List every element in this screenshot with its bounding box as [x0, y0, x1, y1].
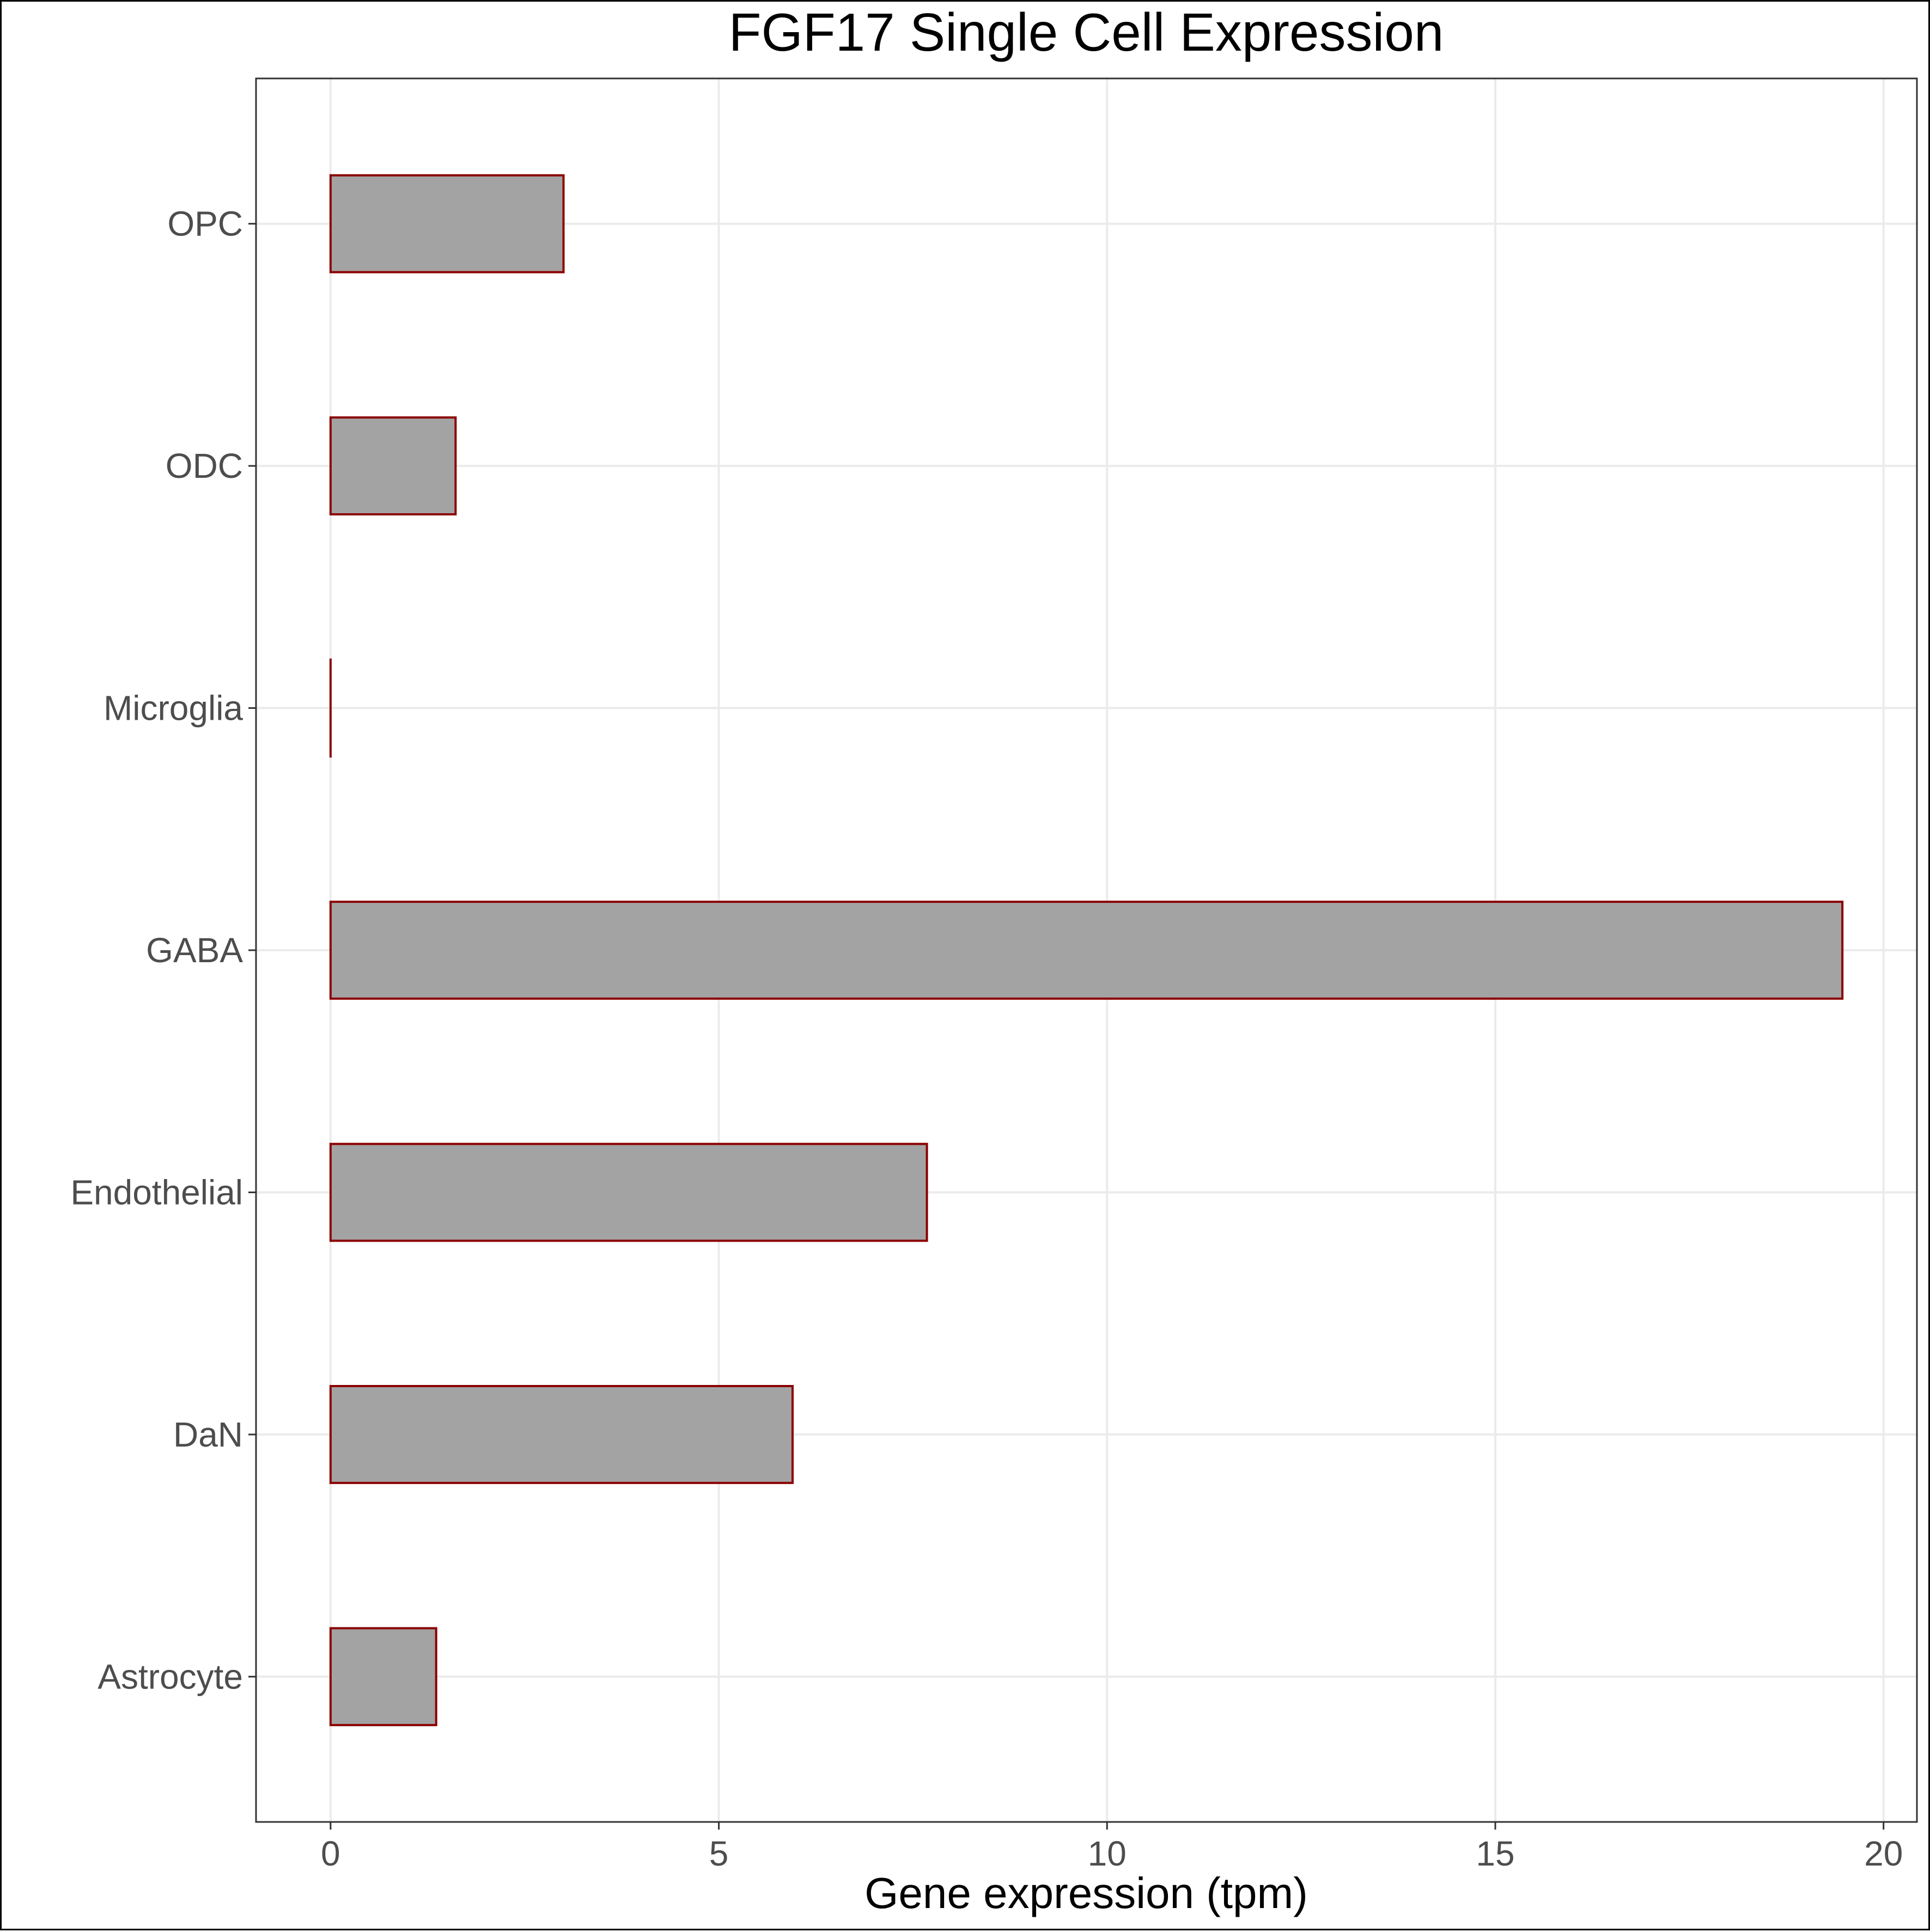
y-tick-label: GABA: [146, 931, 243, 970]
bar-astrocyte: [331, 1628, 436, 1725]
y-tick-label: ODC: [166, 446, 243, 485]
y-tick-label: Astrocyte: [98, 1657, 243, 1696]
y-tick-label: Microglia: [103, 689, 243, 728]
y-tick-label: DaN: [173, 1415, 243, 1454]
x-tick-label: 15: [1476, 1834, 1514, 1873]
x-tick-label: 0: [321, 1834, 340, 1873]
chart-title: FGF17 Single Cell Expression: [729, 2, 1444, 62]
x-axis-title: Gene expression (tpm): [864, 1869, 1308, 1917]
bar-odc: [331, 417, 455, 514]
y-tick-label: Endothelial: [70, 1172, 243, 1212]
y-tick-label: OPC: [167, 204, 243, 244]
bars: [331, 175, 1842, 1725]
bar-gaba: [331, 902, 1842, 999]
bar-dan: [331, 1386, 793, 1483]
x-tick-label: 5: [709, 1834, 729, 1873]
x-tick-label: 10: [1088, 1834, 1127, 1873]
bar-opc: [331, 175, 564, 272]
x-tick-label: 20: [1864, 1834, 1903, 1873]
bar-endothelial: [331, 1144, 927, 1241]
